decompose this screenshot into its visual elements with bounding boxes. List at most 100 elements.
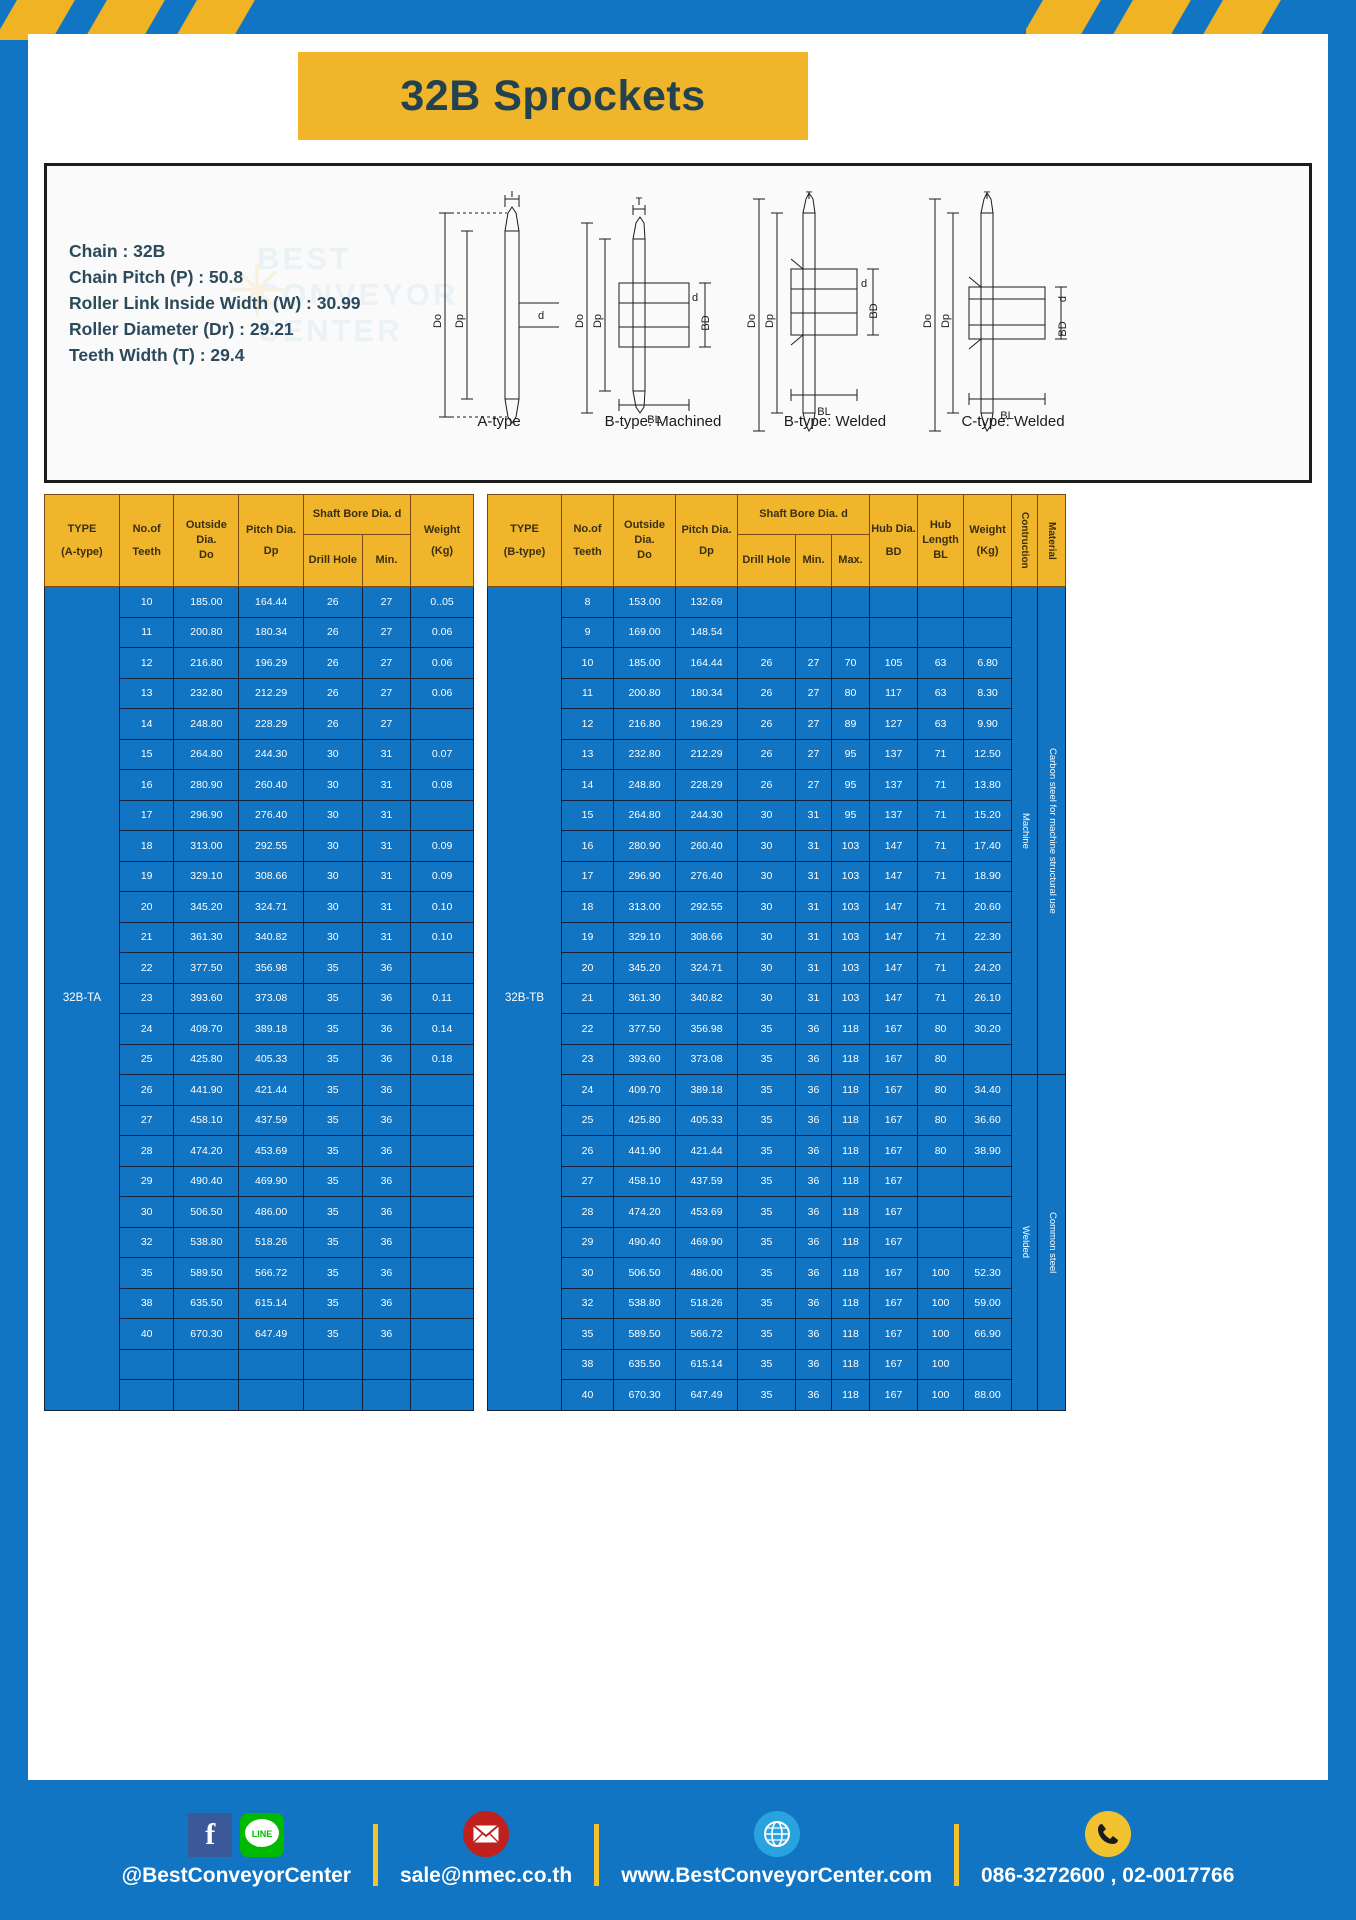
cell-outside-dia: 409.70 (173, 1013, 240, 1045)
cell-hub-dia: 147 (869, 830, 919, 862)
cell-drill-hole: 26 (302, 616, 363, 648)
table-row: 38 635.50 615.14 35 36 118 167 100 (488, 1348, 1066, 1380)
svg-text:Dp: Dp (592, 314, 604, 328)
cell-teeth: 27 (118, 1104, 175, 1136)
cell-hub-length: 71 (917, 769, 965, 801)
globe-icon[interactable] (753, 1810, 800, 1857)
cell-teeth: 29 (118, 1165, 175, 1197)
cell-teeth: 26 (561, 1135, 614, 1167)
cell-hub-length (917, 1226, 965, 1258)
cell-pitch-dia: 486.00 (238, 1196, 304, 1228)
table-row: 9 169.00 148.54 (488, 616, 1066, 648)
cell-weight: 20.60 (963, 891, 1013, 923)
cell-pitch-dia: 356.98 (238, 952, 304, 984)
cell-bore-max: 95 (830, 738, 871, 770)
cell-hub-length: 71 (917, 860, 965, 892)
table-row: 25 425.80 405.33 35 36 0.18 (45, 1043, 474, 1075)
cell-hub-dia: 137 (869, 769, 919, 801)
cell-outside-dia: 345.20 (613, 952, 676, 984)
cell-outside-dia: 361.30 (613, 982, 676, 1014)
cell-weight: 12.50 (963, 738, 1013, 770)
svg-text:T: T (509, 191, 516, 200)
cell-pitch-dia: 518.26 (675, 1287, 738, 1319)
cell-pitch-dia: 453.69 (238, 1135, 304, 1167)
cell-hub-dia: 167 (869, 1135, 919, 1167)
cell-outside-dia: 377.50 (613, 1013, 676, 1045)
table-row: 22 377.50 356.98 35 36 118 167 80 30.20 (488, 1013, 1066, 1045)
footer-social[interactable]: f LINE @BestConveyorCenter (121, 1812, 351, 1888)
cell-teeth: 11 (561, 677, 614, 709)
cell-pitch-dia: 228.29 (238, 708, 304, 740)
header-pd-line1-b: Pitch Dia. (681, 523, 732, 536)
svg-text:d: d (692, 292, 698, 304)
cell-weight (410, 1104, 474, 1136)
cell-drill-hole: 35 (737, 1104, 796, 1136)
cell-teeth: 14 (118, 708, 175, 740)
phone-icon[interactable] (1084, 1810, 1131, 1857)
cell-drill-hole: 35 (302, 982, 363, 1014)
cell-weight (963, 1348, 1013, 1380)
spec-chain: Chain : 32B (69, 241, 166, 261)
cell-pitch-dia (238, 1348, 304, 1380)
email-text[interactable]: sale@nmec.co.th (399, 1863, 573, 1887)
svg-text:BD: BD (868, 303, 880, 318)
header-hub-line1: Hub Dia. (871, 522, 916, 535)
facebook-handle[interactable]: @BestConveyorCenter (121, 1863, 351, 1887)
cell-hub-length: 100 (917, 1287, 965, 1319)
cell-weight (410, 799, 474, 831)
cell-hub-length: 71 (917, 891, 965, 923)
cell-hub-dia: 147 (869, 952, 919, 984)
cell-hub-dia: 105 (869, 647, 919, 679)
phone-text[interactable]: 086-3272600 , 02-0017766 (981, 1863, 1235, 1887)
cell-bore-max: 103 (830, 921, 871, 953)
cell-bore-min: 36 (795, 1043, 832, 1075)
cell-drill-hole: 30 (737, 830, 796, 862)
cell-bore-min: 31 (795, 982, 832, 1014)
cell-weight: 26.10 (963, 982, 1013, 1014)
footer-email[interactable]: sale@nmec.co.th (399, 1810, 573, 1888)
table-row: 32 538.80 518.26 35 36 118 167 100 59.00 (488, 1287, 1066, 1319)
page-title: 32B Sprockets (400, 71, 706, 120)
cell-outside-dia: 232.80 (613, 738, 676, 770)
cell-weight: 9.90 (963, 708, 1013, 740)
header-hub-length: Hub Length BL (917, 494, 965, 587)
cell-drill-hole: 26 (737, 647, 796, 679)
cell-teeth: 25 (561, 1104, 614, 1136)
cell-hub-length: 100 (917, 1379, 965, 1411)
cell-bore-min: 27 (361, 647, 412, 679)
email-icon[interactable] (463, 1810, 510, 1857)
website-text[interactable]: www.BestConveyorCenter.com (621, 1863, 932, 1887)
cell-bore-min: 31 (361, 799, 412, 831)
cell-bore-min: 27 (795, 738, 832, 770)
footer-phone[interactable]: 086-3272600 , 02-0017766 (981, 1810, 1235, 1888)
cell-teeth: 12 (561, 708, 614, 740)
cell-bore-min: 31 (795, 799, 832, 831)
cell-drill-hole: 26 (302, 677, 363, 709)
cell-teeth: 13 (561, 738, 614, 770)
cell-pitch-dia: 469.90 (675, 1226, 738, 1258)
footer-website[interactable]: www.BestConveyorCenter.com (621, 1810, 932, 1888)
cell-weight (410, 1074, 474, 1106)
cell-outside-dia: 538.80 (173, 1226, 240, 1258)
cell-bore-min (795, 616, 832, 648)
cell-construction: Machine (1011, 586, 1039, 1075)
cell-teeth: 10 (561, 647, 614, 679)
cell-bore-max: 95 (830, 799, 871, 831)
facebook-icon[interactable]: f (188, 1812, 233, 1857)
line-icon[interactable]: LINE (240, 1812, 285, 1857)
cell-hub-dia: 167 (869, 1074, 919, 1106)
cell-outside-dia: 589.50 (173, 1257, 240, 1289)
cell-drill-hole: 26 (302, 647, 363, 679)
cell-outside-dia: 200.80 (613, 677, 676, 709)
spec-roller: Roller Diameter (Dr) : 29.21 (69, 319, 294, 339)
footer-bar: f LINE @BestConveyorCenter (0, 1792, 1356, 1920)
cell-weight: 22.30 (963, 921, 1013, 953)
cell-drill-hole: 35 (302, 1135, 363, 1167)
cell-weight: 52.30 (963, 1257, 1013, 1289)
cell-pitch-dia: 373.08 (675, 1043, 738, 1075)
cell-teeth: 38 (561, 1348, 614, 1380)
drawing-b-machined: Do Dp T d BD BL B-type: Machined (575, 191, 751, 436)
table-row: 23 393.60 373.08 35 36 118 167 80 (488, 1043, 1066, 1075)
header-od-line3: Do (199, 549, 214, 561)
cell-hub-length: 100 (917, 1257, 965, 1289)
